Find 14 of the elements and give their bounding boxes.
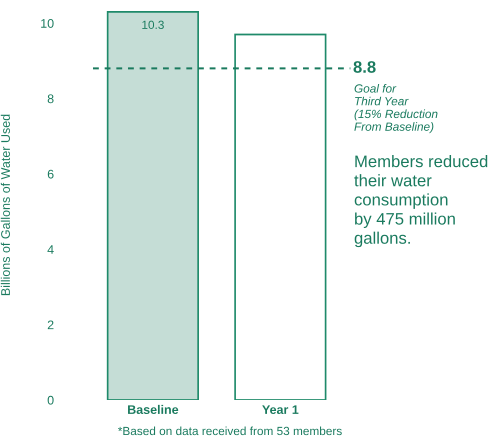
x-tick-label: Year 1 [262, 405, 298, 414]
y-tick-label: 8 [48, 94, 54, 104]
x-tick-label: Baseline [128, 404, 178, 414]
ref-line-label: 8.8 [354, 61, 376, 73]
text: Goal for Third Year (15% Reduction From Baseline) [354, 84, 438, 134]
y-tick-label: 10 [41, 18, 54, 28]
y-tick-label: 0 [48, 396, 54, 405]
y-tick-label: 2 [48, 320, 54, 330]
y-tick-label: 4 [47, 245, 54, 254]
y-axis-title: Billions of Gallons of Water Used [0, 114, 10, 296]
data-label: 10.3 [142, 20, 164, 29]
y-tick-label: 6 [48, 170, 54, 179]
text: *Based on data received from 53 members [118, 426, 342, 436]
text: Members reduced their water consumption by 475 million gallons. [354, 155, 488, 248]
